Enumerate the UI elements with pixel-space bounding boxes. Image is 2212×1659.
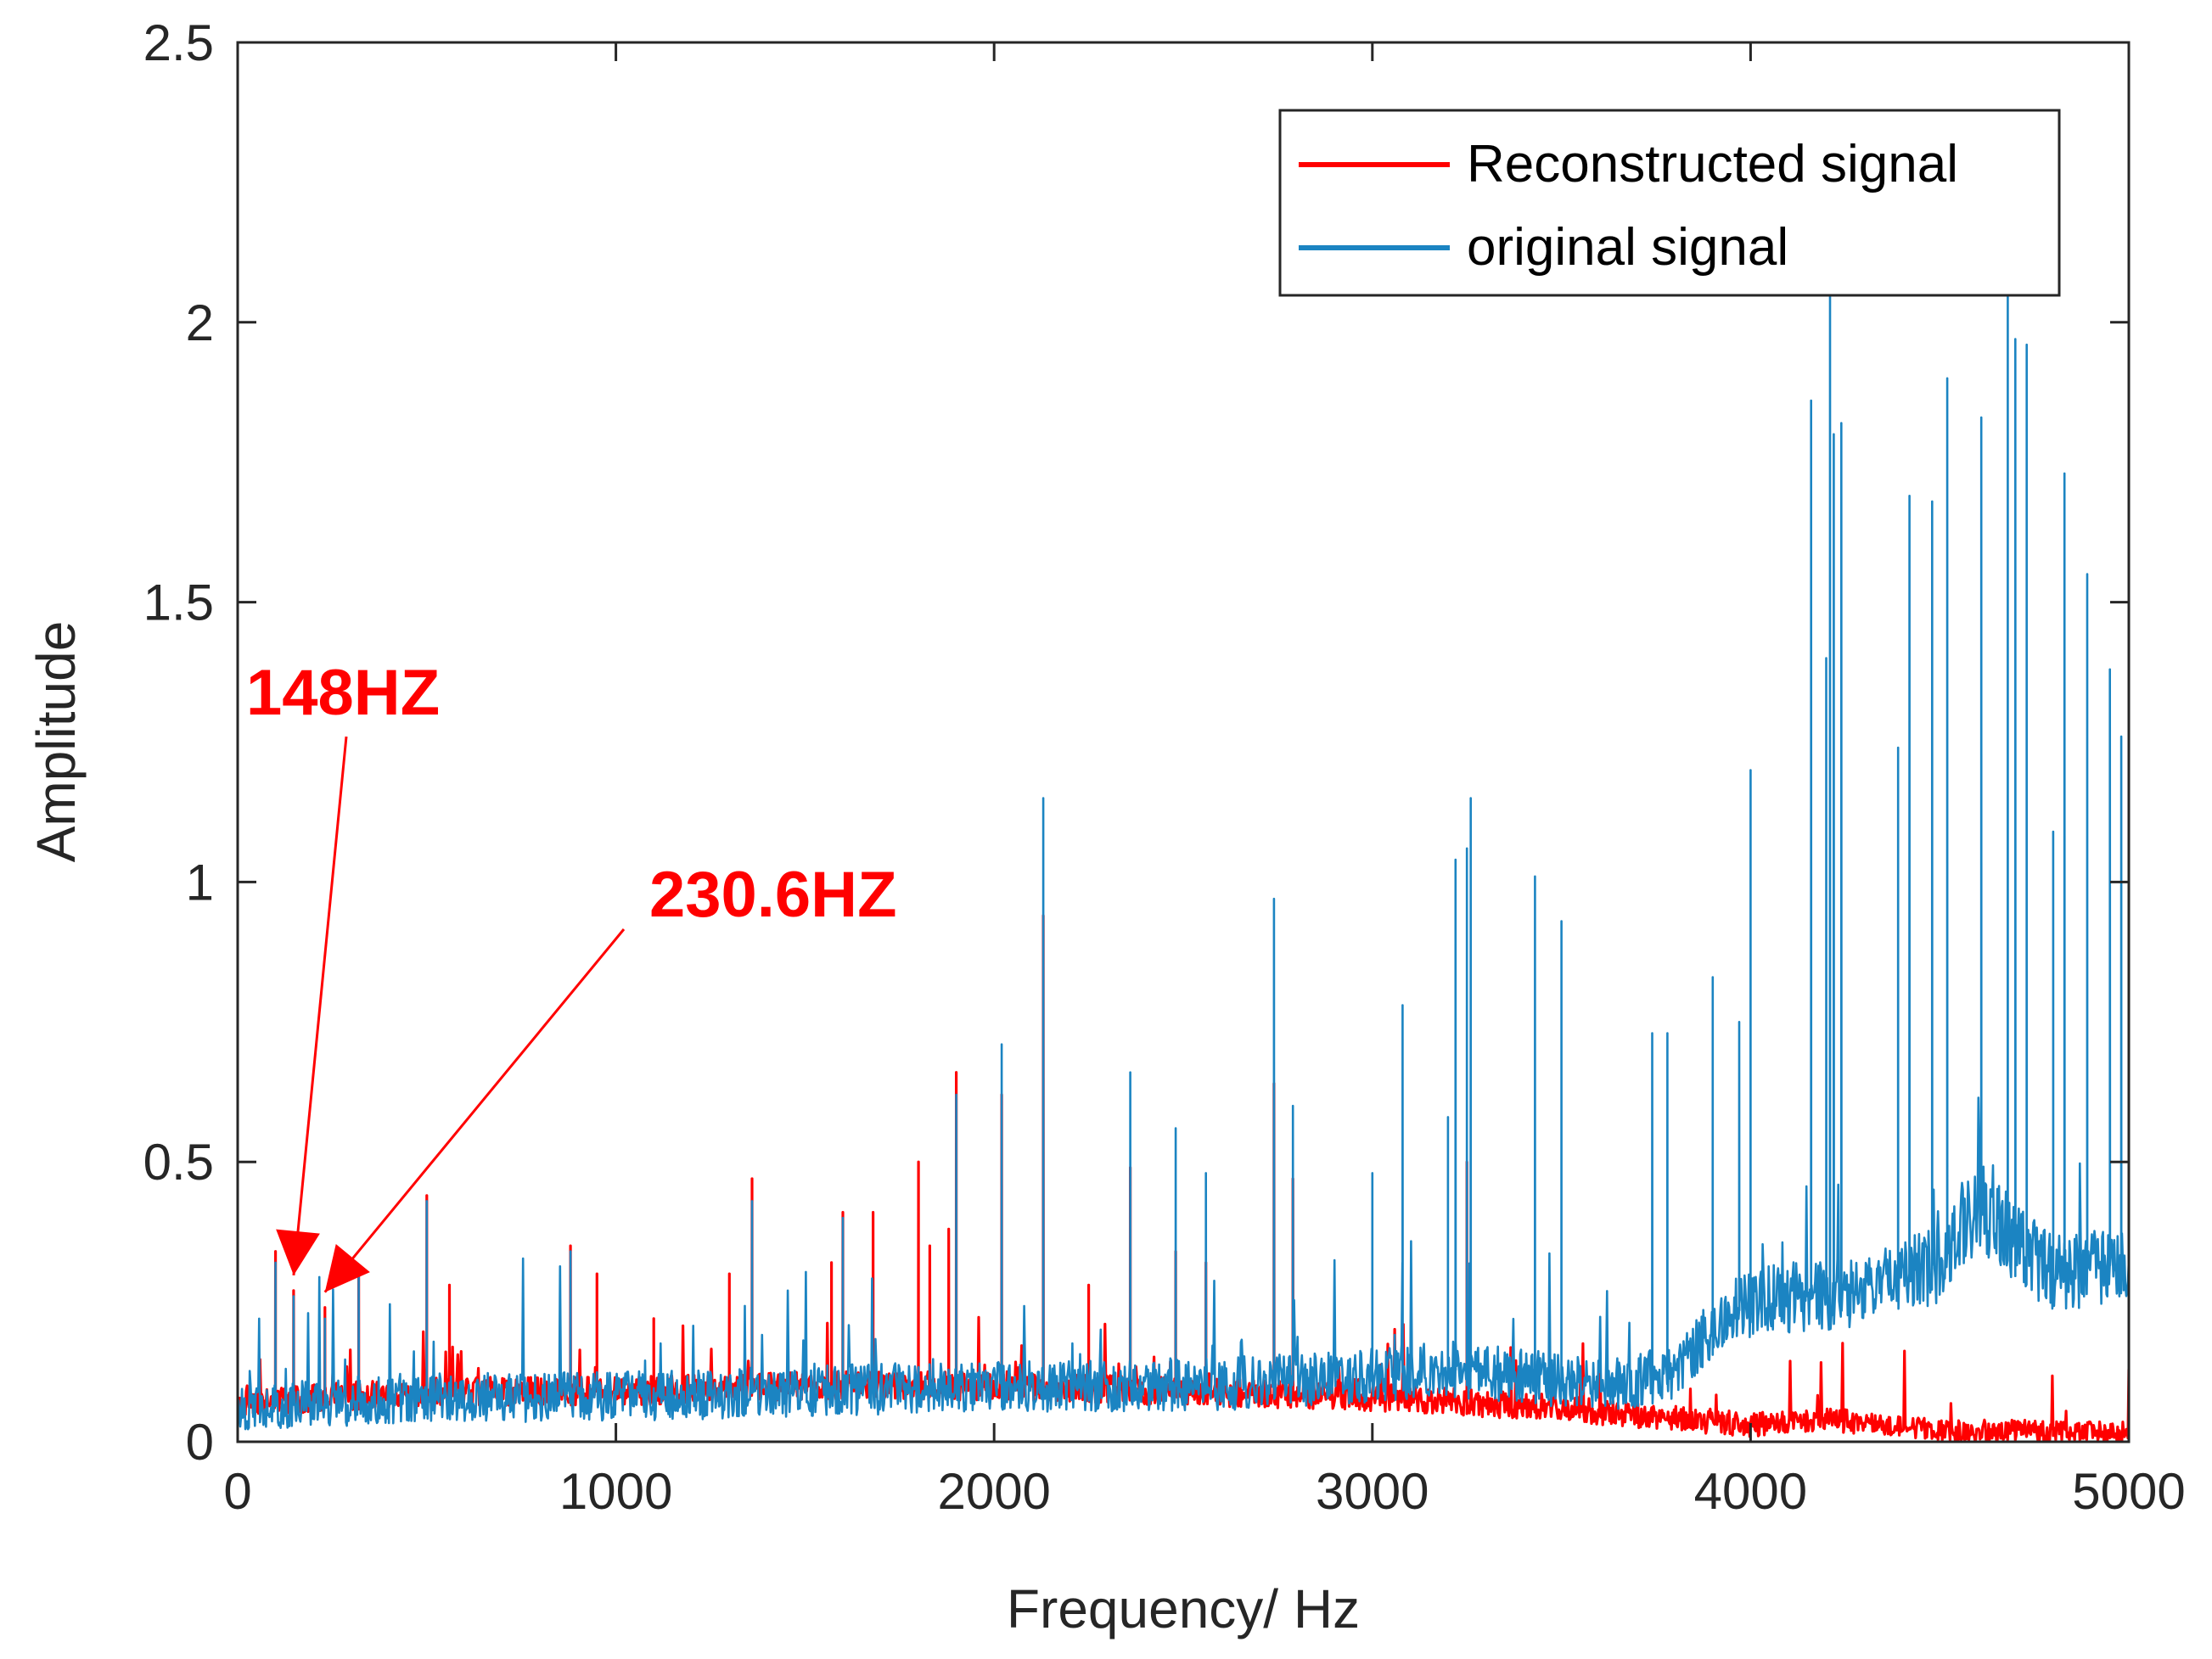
axes-box [236,41,2131,1443]
x-tick-label: 4000 [1694,1463,1807,1520]
legend-box [1278,109,2061,297]
x-tick-label: 5000 [2072,1463,2185,1520]
y-tick-label: 2.5 [143,14,214,71]
x-tick-label: 2000 [937,1463,1050,1520]
y-tick-label: 1 [186,854,214,911]
annotation-arrowhead [324,1244,370,1292]
x-axis-label: Frequency/ Hz [1007,1578,1360,1639]
legend-label-original: original signal [1467,218,1788,277]
x-tick-label: 0 [223,1463,251,1520]
x-tick-label: 3000 [1316,1463,1429,1520]
annotation-label: 230.6HZ [649,859,897,931]
series-line-original [238,293,2129,1431]
y-tick-label: 0.5 [143,1134,214,1191]
y-tick-label: 2 [186,294,214,351]
y-axis-label: Amplitude [25,621,87,863]
annotation-layer: 148HZ 230.6HZ [246,657,897,1293]
annotation-arrow [292,736,348,1276]
y-tick-label: 0 [186,1414,214,1471]
annotation-arrowhead [276,1229,320,1275]
ticks-layer: 0 1000 2000 3000 4000 5000 0 0.5 1 1.5 2 2.5 [143,14,2186,1520]
legend-label-reconstructed: Reconstructed signal [1467,135,1958,193]
annotation-label: 148HZ [246,657,440,729]
x-tick-label: 1000 [559,1463,672,1520]
series-layer [238,293,2129,1442]
annotation-arrow [323,928,626,1293]
legend: Reconstructed signal original signal [1278,109,2061,297]
y-tick-label: 1.5 [143,574,214,631]
